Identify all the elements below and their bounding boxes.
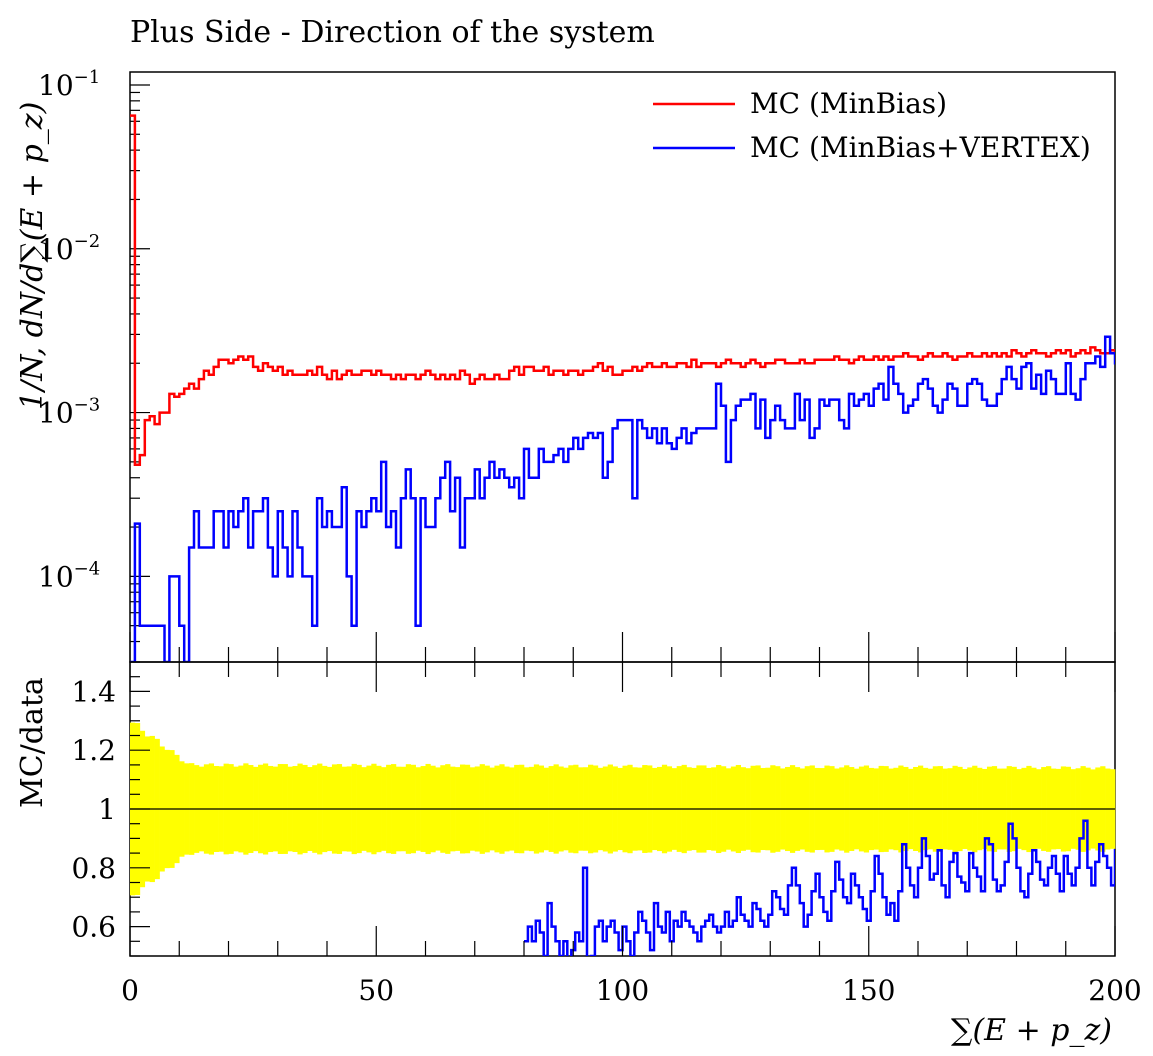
legend-label-minbias-vertex: MC (MinBias+VERTEX) bbox=[750, 131, 1091, 164]
main-y-axis-label: 1/N, dN/d∑(E + p_z) bbox=[15, 102, 50, 410]
ratio-series bbox=[524, 819, 1115, 956]
main-series bbox=[130, 114, 1115, 662]
ratio-panel: 0.6 0.8 1 1.2 1.4 0 50 100 150 200 bbox=[71, 661, 1142, 1007]
y-tick-label: 10−4 bbox=[38, 558, 100, 593]
x-tick-label: 100 bbox=[596, 974, 649, 1007]
ratio-y-tick-label: 0.6 bbox=[71, 911, 116, 944]
x-tick-label: 0 bbox=[121, 974, 139, 1007]
chart-title: Plus Side - Direction of the system bbox=[130, 15, 655, 50]
ratio-ticks: 0.6 0.8 1 1.2 1.4 0 50 100 150 200 bbox=[71, 661, 1142, 1007]
ratio-series-line-0 bbox=[524, 819, 1115, 956]
x-tick-label: 150 bbox=[842, 974, 895, 1007]
series-line-0 bbox=[130, 114, 1115, 467]
y-tick-label: 10−1 bbox=[38, 67, 100, 102]
ratio-y-tick-label: 0.8 bbox=[71, 852, 116, 885]
x-axis-label: ∑(E + p_z) bbox=[951, 1013, 1112, 1048]
series-line-1 bbox=[130, 335, 1115, 662]
legend-label-minbias: MC (MinBias) bbox=[750, 87, 947, 120]
x-tick-label: 50 bbox=[358, 974, 394, 1007]
x-tick-label: 200 bbox=[1088, 974, 1141, 1007]
y-tick-label: 10−3 bbox=[38, 395, 100, 430]
main-panel: 10−110−210−310−4 bbox=[38, 67, 1116, 663]
ratio-y-tick-label: 1 bbox=[98, 793, 116, 826]
legend: MC (MinBias) MC (MinBias+VERTEX) bbox=[653, 87, 1091, 164]
ratio-y-tick-label: 1.2 bbox=[71, 734, 116, 767]
ratio-y-axis-label: MC/data bbox=[15, 677, 50, 808]
ratio-y-tick-label: 1.4 bbox=[71, 675, 116, 708]
